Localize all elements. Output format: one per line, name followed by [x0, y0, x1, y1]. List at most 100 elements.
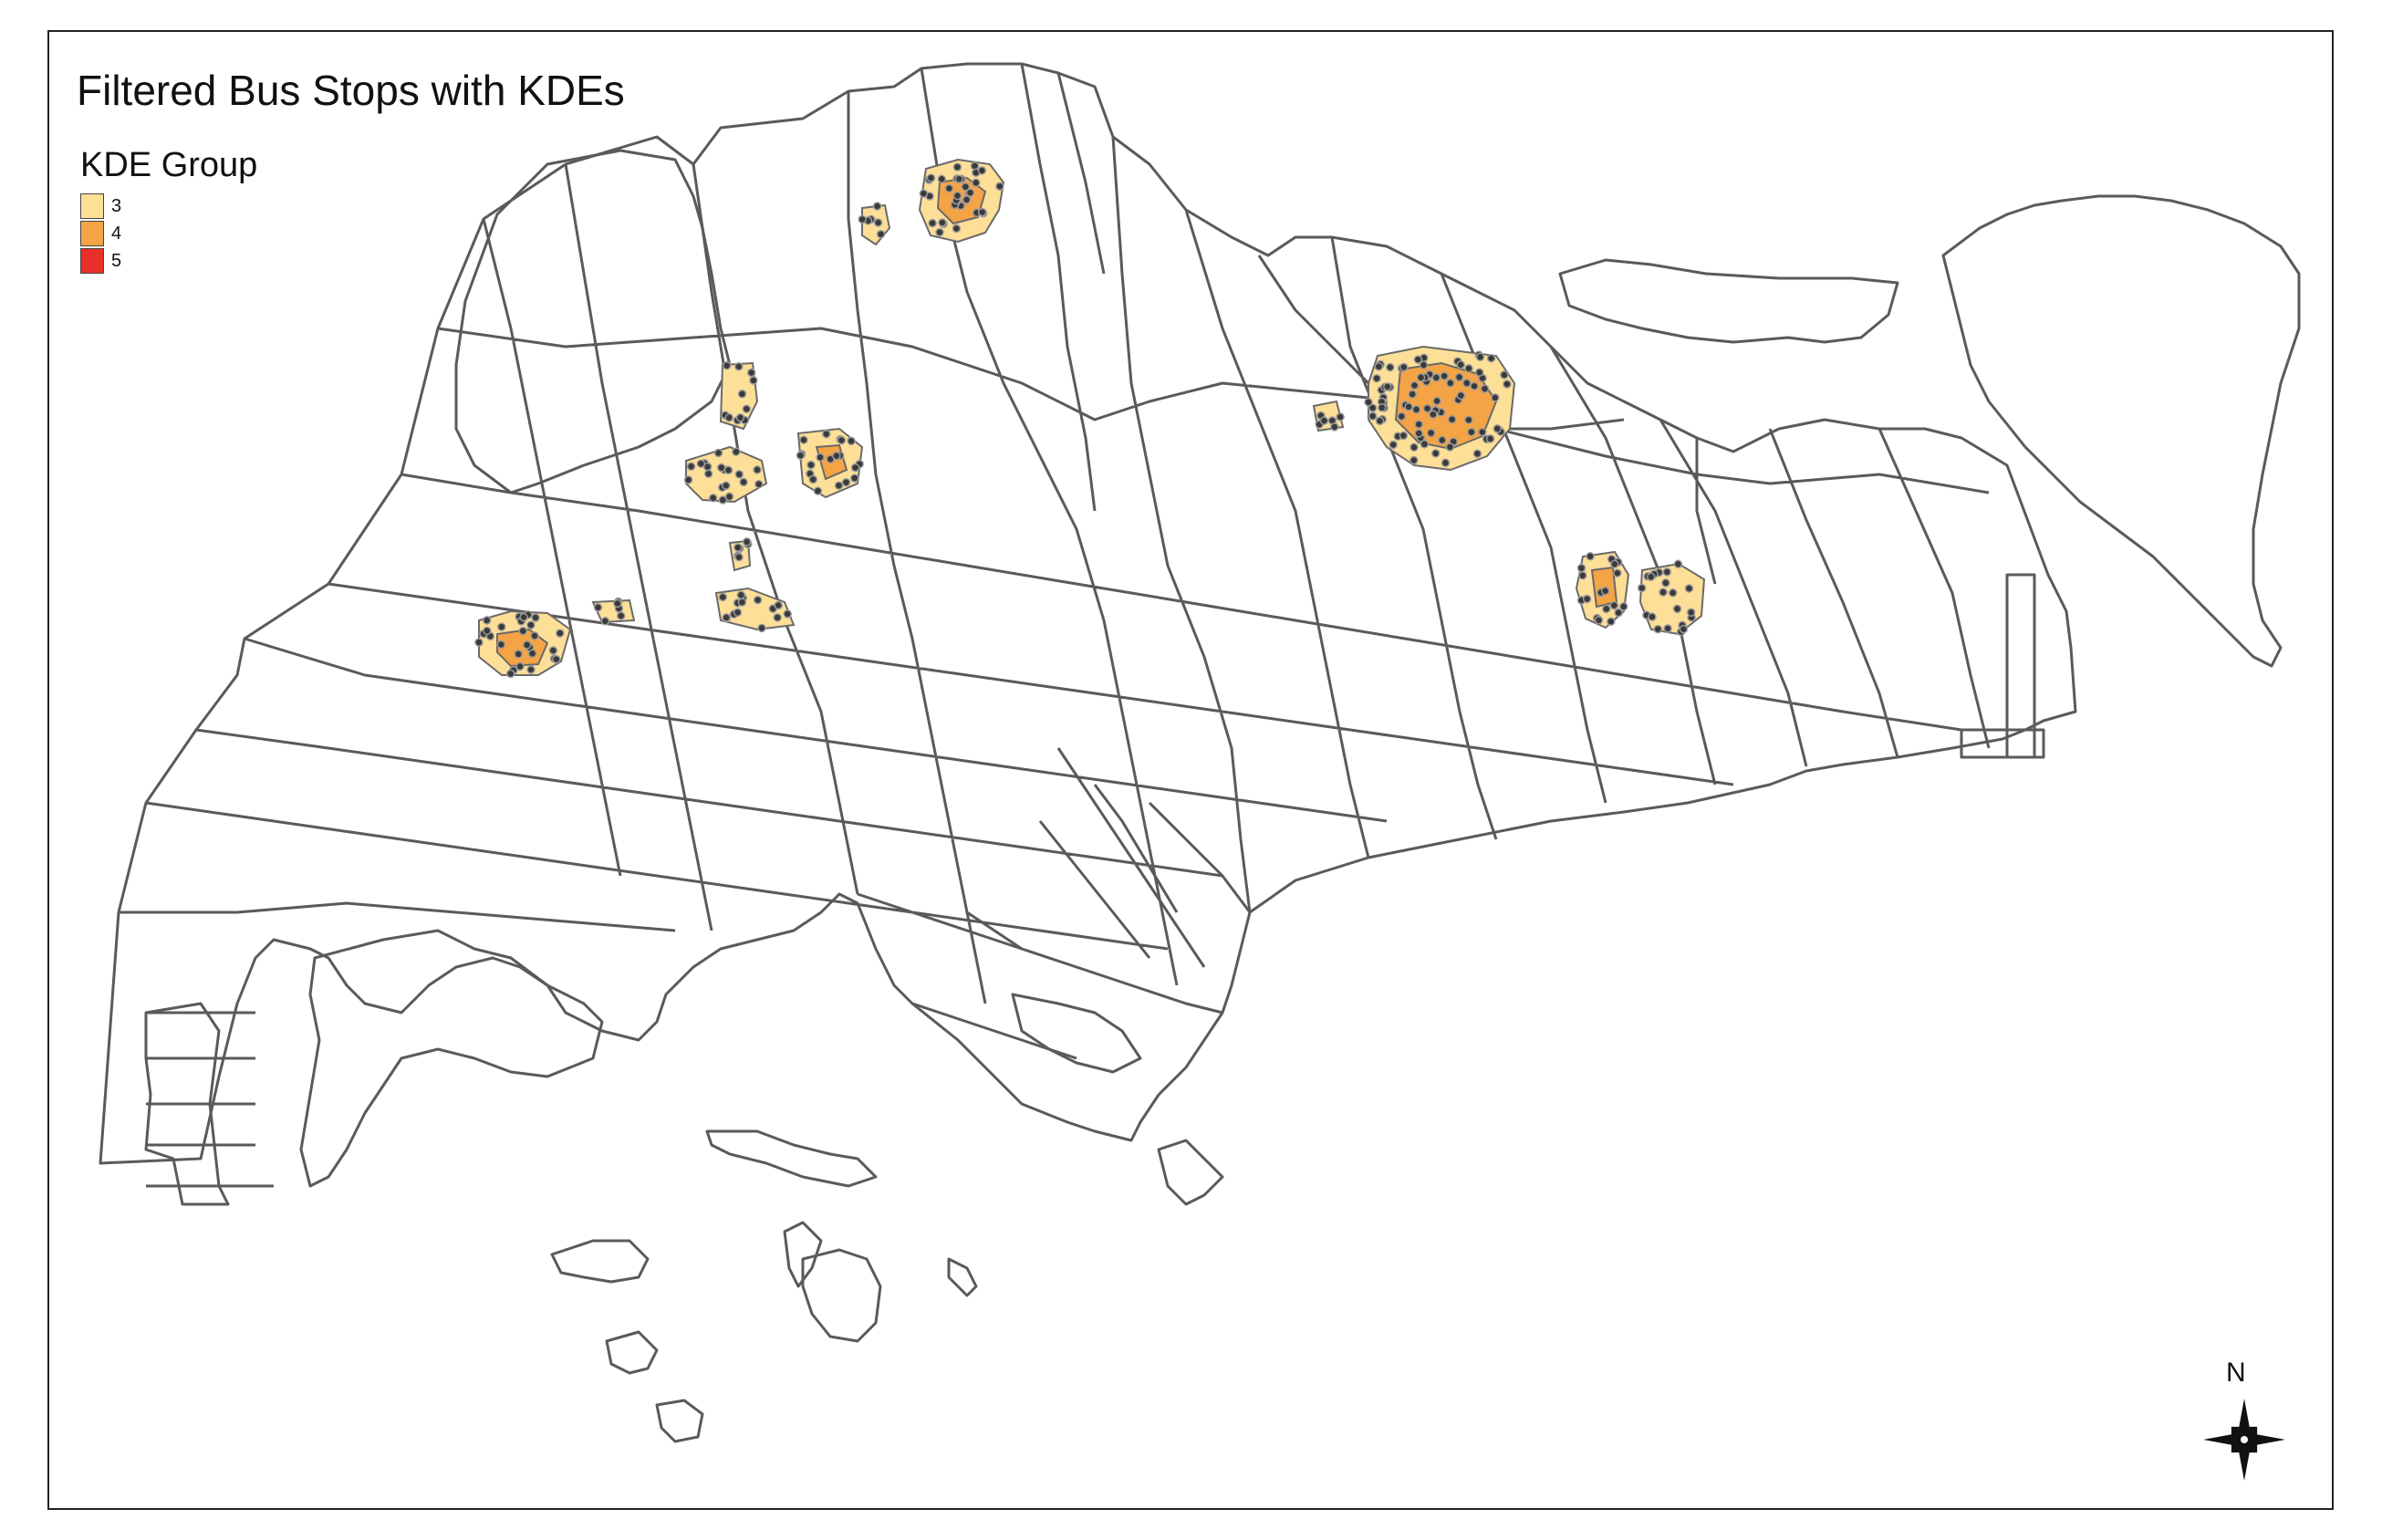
legend-swatch-5 [80, 248, 104, 274]
bus-stop-point [724, 492, 734, 502]
bus-stop-point [1411, 405, 1421, 414]
bus-stop-point [965, 188, 975, 197]
main-island-outline [99, 62, 2077, 1165]
bus-stop-point [483, 626, 492, 636]
bus-stop-point [1662, 567, 1672, 577]
bus-stop-point [813, 486, 823, 495]
bus-stop-point [1602, 604, 1611, 614]
changi-terminal [1960, 728, 2045, 759]
bus-stop-point [816, 453, 825, 463]
bus-stop-point [530, 631, 539, 640]
bus-stop-point [482, 616, 492, 625]
bus-stop-point [1609, 600, 1619, 610]
bus-stop-point [1684, 584, 1694, 593]
bus-stop-point [686, 462, 696, 472]
bus-stop-point [1600, 587, 1610, 596]
bus-stop-point [1480, 384, 1490, 393]
southern-island-6 [655, 1399, 704, 1443]
north-arrow-icon [2203, 1399, 2285, 1481]
bus-stop-point [1399, 431, 1409, 441]
bus-stop-point [722, 481, 731, 490]
southern-island-5 [605, 1330, 659, 1375]
bus-stop-point [858, 214, 867, 224]
bus-stop-point [474, 638, 484, 647]
bus-stop-point [937, 174, 947, 184]
northwest-lobe [454, 149, 732, 494]
bus-stop-point [1438, 435, 1447, 445]
bus-stop-point [1364, 398, 1373, 407]
map-title: Filtered Bus Stops with KDEs [77, 67, 625, 114]
north-arrow-label: N [2226, 1358, 2246, 1388]
bus-stop-point [733, 608, 743, 618]
legend-swatch-3 [80, 193, 104, 219]
bus-stop-point [876, 229, 886, 239]
kde-zone-bukit-batok [714, 587, 796, 631]
bus-stop-point [1485, 434, 1495, 443]
bus-stop-point [722, 613, 731, 622]
bus-stop-point [1648, 612, 1657, 621]
bus-stop-point [1430, 449, 1441, 458]
bus-stop-point [995, 182, 1004, 191]
bus-stop-point [1408, 390, 1417, 399]
bus-stop-point [734, 361, 744, 371]
bus-stop-point [799, 435, 808, 444]
bus-stop-point [1419, 360, 1429, 369]
bus-stop-point [837, 435, 847, 445]
bus-stop-point [1414, 429, 1423, 438]
bus-stop-point [935, 227, 944, 237]
legend-swatch-4 [80, 221, 104, 246]
bus-stop-point [1475, 352, 1485, 362]
bus-stop-point [1445, 442, 1455, 452]
southern-island-7 [1157, 1139, 1224, 1206]
bus-stop-point [1372, 373, 1381, 383]
boundary-lines [119, 63, 1991, 1060]
southern-island-1 [705, 1129, 878, 1188]
bus-stop-point [1500, 370, 1509, 380]
bus-stop-point [796, 451, 806, 460]
bus-stop-point [548, 646, 558, 655]
bus-stop-point [497, 622, 506, 631]
bus-stop-point [708, 494, 718, 503]
bus-stop-point [873, 218, 883, 227]
bus-stop-point [1503, 380, 1512, 389]
bus-stop-point [1653, 624, 1663, 634]
bus-stop-point [531, 613, 540, 622]
bus-stop-point [757, 623, 766, 633]
bus-stop-point [1404, 402, 1413, 411]
bus-stop-point [1659, 588, 1668, 597]
bus-stop-point [552, 654, 561, 664]
bus-stop-point [1672, 604, 1682, 614]
bus-stop-point [938, 218, 947, 227]
southern-island-2 [550, 1239, 650, 1284]
bus-stop-point [518, 626, 528, 636]
bus-stop-point [718, 592, 728, 602]
pulau-tekong [1941, 194, 2301, 668]
bus-stop-point [1679, 624, 1689, 634]
bus-stop-point [841, 477, 851, 487]
bus-stop-point [1668, 588, 1678, 598]
pulau-ubin [1558, 258, 1899, 344]
bus-stop-point [1470, 381, 1479, 390]
bus-stop-point [742, 537, 752, 546]
bus-stop-point [556, 629, 565, 638]
legend-label: 5 [111, 250, 122, 271]
bus-stop-point [1673, 559, 1683, 569]
bus-stop-point [808, 474, 818, 484]
bus-stop-point [1413, 355, 1423, 364]
bus-stop-point [961, 182, 971, 192]
bus-stop-point [1446, 379, 1455, 388]
bus-stop-point [1663, 624, 1672, 633]
bus-stop-point [1440, 371, 1449, 380]
bus-stop-point [1491, 393, 1500, 402]
bus-stop-point [616, 611, 626, 620]
bus-stop-point [1409, 455, 1419, 465]
jurong-island [299, 929, 604, 1188]
bus-stop-point [696, 459, 706, 468]
bus-stop-point [1614, 608, 1623, 618]
bus-stop-point [1486, 353, 1496, 363]
bus-stop-point [774, 600, 783, 610]
bus-stop-point [1472, 449, 1482, 459]
bus-stop-point [832, 451, 841, 461]
bus-stop-point [850, 473, 859, 483]
